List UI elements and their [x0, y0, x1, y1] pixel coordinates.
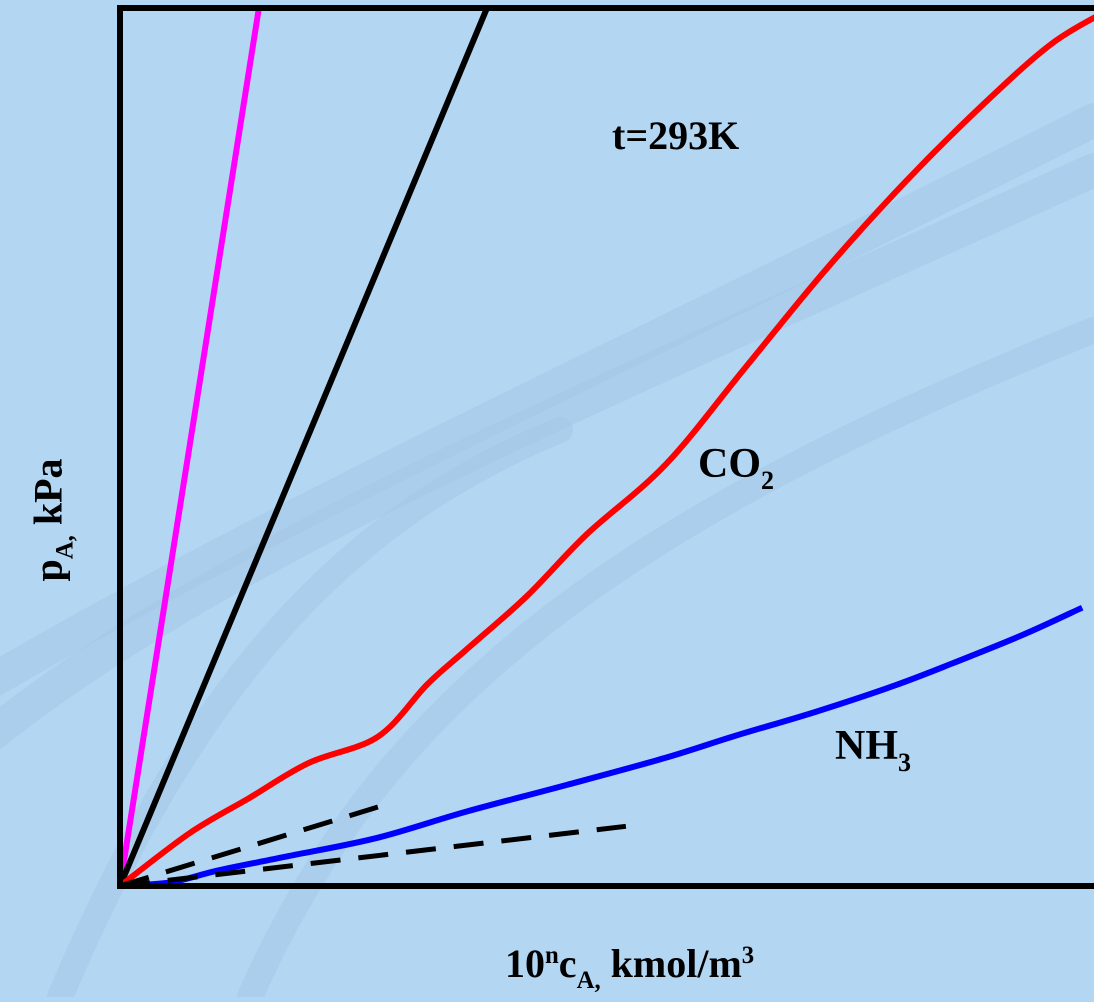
co2-label-sub: 2	[761, 465, 775, 495]
temperature-annotation: t=293K	[612, 112, 739, 159]
x-axis-unit: kmol/m	[600, 941, 742, 986]
temperature-text: t=293K	[612, 113, 740, 158]
background-swoosh	[0, 153, 1094, 750]
series-line-nh3	[120, 604, 1084, 886]
series-line-magenta	[120, 8, 262, 886]
x-axis-variable: c	[558, 941, 577, 986]
y-axis-variable: p	[25, 559, 71, 582]
nh3-curve-label: NH3	[835, 722, 911, 777]
background-swoosh	[237, 317, 1094, 1002]
background-swoosh	[0, 103, 1094, 697]
y-axis-label: pA, kPa	[25, 458, 79, 582]
x-axis-label: 10ncA, kmol/m3	[505, 940, 755, 994]
series-line-co2	[120, 14, 1094, 886]
co2-label-main: CO	[698, 441, 761, 487]
nh3-label-sub: 3	[898, 747, 912, 777]
y-axis-subscript: A,	[51, 535, 79, 560]
plot-frame	[117, 5, 1094, 889]
y-axis-unit: kPa	[25, 458, 71, 536]
series-line-black	[120, 8, 490, 886]
x-axis-exponent: n	[545, 942, 559, 970]
co2-curve-label: CO2	[698, 440, 774, 495]
nh3-label-main: NH	[835, 723, 898, 769]
x-axis-subscript: A,	[576, 967, 601, 995]
x-axis-unit-exponent: 3	[741, 942, 755, 970]
series-line-nh3-tangent	[120, 823, 627, 886]
x-axis-base: 10	[505, 941, 545, 986]
